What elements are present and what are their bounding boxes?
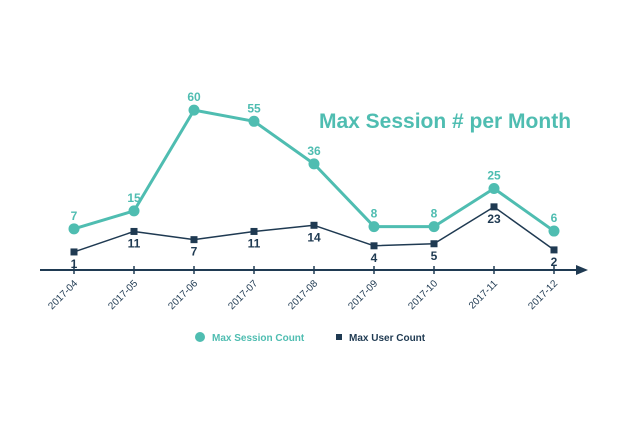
legend: Max Session Count Max User Count [195,332,426,344]
user-data-label: 2 [551,255,558,269]
user-data-label: 23 [487,212,501,226]
session-point [68,223,80,235]
user-data-label: 11 [248,236,261,250]
series-max-session-count: 7 15 60 55 36 8 8 25 6 [68,90,560,237]
user-point [550,246,558,254]
user-data-label: 4 [371,251,378,265]
session-data-label: 55 [247,101,261,115]
session-point [548,225,560,237]
legend-session-marker [195,332,205,342]
session-point [308,158,320,170]
user-point [370,242,378,250]
user-data-label: 1 [71,257,78,271]
user-data-label: 7 [191,245,198,259]
user-point [490,203,498,211]
session-data-label: 25 [487,169,501,183]
user-point [190,236,198,244]
session-point [248,115,260,127]
user-point [430,240,438,248]
session-data-label: 6 [551,211,558,225]
user-point [250,227,258,235]
session-point [428,221,440,233]
chart-title: Max Session # per Month [319,110,571,133]
user-data-label: 11 [128,236,141,250]
session-data-label: 15 [127,191,141,205]
user-point [130,227,138,235]
user-data-label: 14 [307,230,321,244]
legend-session-label: Max Session Count [212,333,305,344]
legend-user-label: Max User Count [349,333,426,344]
session-point [488,183,500,194]
session-point [368,221,380,233]
session-point [128,205,140,217]
user-point [70,248,78,256]
legend-user-marker [336,334,342,340]
session-data-label: 36 [307,144,321,158]
session-data-label: 7 [71,209,78,223]
user-point [310,221,318,229]
session-data-label: 8 [371,207,378,221]
session-point [188,104,200,116]
session-data-label: 8 [431,207,438,221]
x-axis-arrow [576,265,588,275]
user-data-label: 5 [431,249,438,263]
session-data-label: 60 [187,90,201,104]
